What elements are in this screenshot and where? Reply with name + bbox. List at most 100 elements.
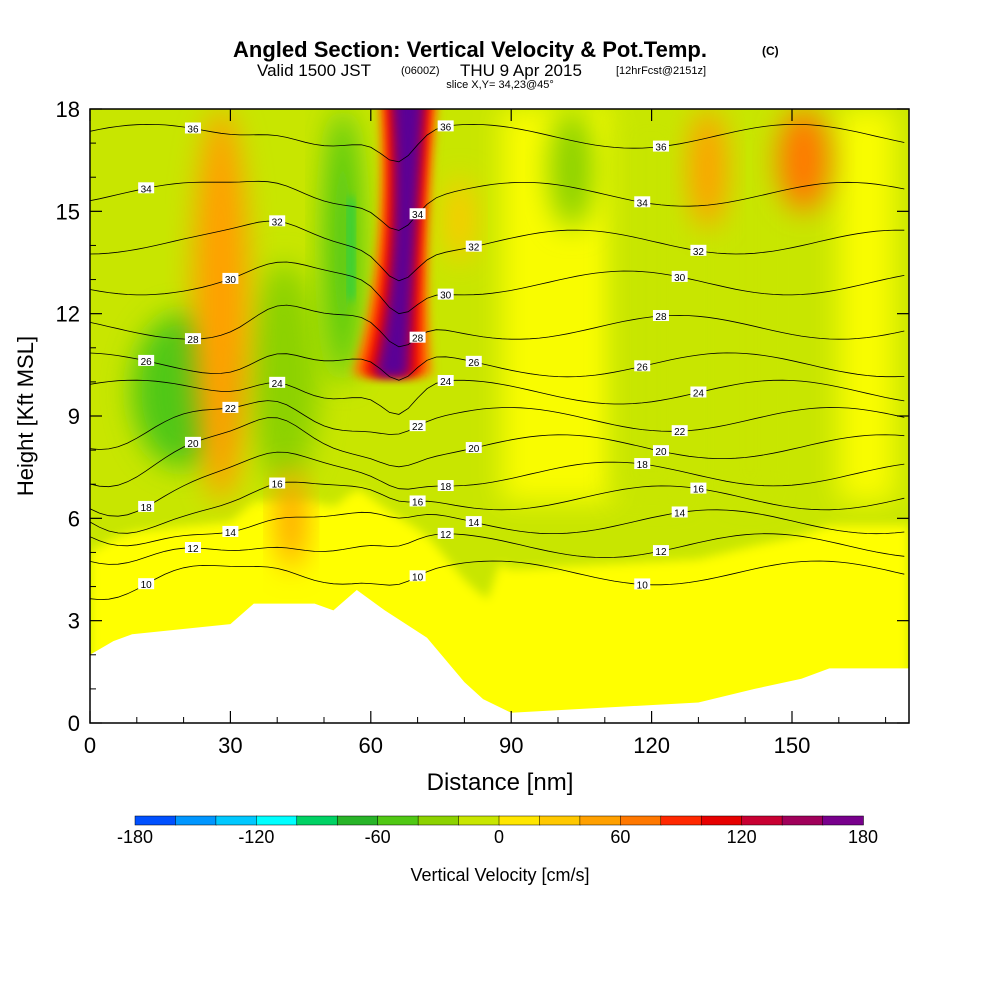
theta-label-28: 28 <box>409 331 426 345</box>
downdraft-zone-3 <box>548 109 596 229</box>
colorbar: -180 -120 -60 0 60 120 180 <box>117 815 878 847</box>
subtitle-valid: Valid 1500 JST <box>257 61 371 80</box>
theta-label-22: 22 <box>409 420 426 433</box>
theta-label-text: 32 <box>468 243 480 254</box>
theta-label-text: 24 <box>693 388 705 399</box>
x-tick-label: 90 <box>499 733 523 758</box>
theta-label-text: 24 <box>272 379 284 390</box>
theta-label-20: 20 <box>652 445 669 458</box>
theta-contour-16 <box>90 481 905 534</box>
colorbar-swatch <box>377 815 419 826</box>
plot-area: 10 10 10 12 12 12 14 14 14 16 16 16 18 18 18 20 20 20 22 22… <box>90 109 909 723</box>
theta-label-text: 36 <box>440 122 452 133</box>
theta-label-28: 28 <box>184 333 201 346</box>
colorbar-swatch <box>215 815 258 826</box>
y-tick-label: 12 <box>56 302 80 327</box>
downdraft-streak <box>348 197 354 301</box>
theta-label-text: 22 <box>674 427 686 438</box>
colorbar-tick-label: 0 <box>494 827 504 847</box>
colorbar-swatch <box>296 815 338 826</box>
theta-label-text: 34 <box>637 198 649 209</box>
theta-label-text: 16 <box>412 497 424 508</box>
theta-label-text: 32 <box>693 247 705 258</box>
theta-label-30: 30 <box>671 270 688 284</box>
theta-label-text: 20 <box>468 444 480 455</box>
x-tick-label: 120 <box>633 733 670 758</box>
theta-label-34: 34 <box>138 182 155 195</box>
subtitle-forecast: [12hrFcst@2151z] <box>616 65 706 77</box>
theta-label-text: 22 <box>412 422 424 433</box>
y-tick-label: 0 <box>68 711 80 736</box>
x-tick-label: 30 <box>218 733 242 758</box>
slice-info: slice X,Y= 34,23@45° <box>446 79 554 91</box>
theta-label-18: 18 <box>437 480 454 493</box>
theta-label-32: 32 <box>269 215 286 228</box>
upper-band-1 <box>614 109 690 502</box>
theta-label-text: 14 <box>468 518 480 529</box>
theta-label-text: 28 <box>187 335 199 346</box>
theta-label-14: 14 <box>671 506 688 519</box>
theta-label-text: 30 <box>225 275 237 286</box>
updraft-zone-4 <box>777 109 830 212</box>
theta-label-14: 14 <box>222 525 239 539</box>
theta-contour-26 <box>90 352 905 381</box>
theta-label-text: 14 <box>674 508 686 519</box>
theta-label-text: 22 <box>225 404 237 415</box>
colorbar-swatch <box>175 815 217 826</box>
theta-label-36: 36 <box>184 122 201 135</box>
theta-label-30: 30 <box>437 288 454 302</box>
theta-label-12: 12 <box>652 545 669 558</box>
theta-contours: 10 10 10 12 12 12 14 14 14 16 16 16 18 18 18 20 20 20 22 22… <box>90 120 905 601</box>
theta-label-text: 14 <box>225 528 237 539</box>
theta-contour-10 <box>90 560 905 601</box>
theta-label-24: 24 <box>437 374 454 388</box>
theta-label-text: 16 <box>693 485 705 496</box>
theta-label-text: 18 <box>440 482 452 493</box>
colorbar-swatch <box>256 815 298 826</box>
theta-label-36: 36 <box>437 120 454 133</box>
chart-title: Angled Section: Vertical Velocity & Pot.… <box>233 37 707 62</box>
upper-band-2 <box>726 109 774 502</box>
theta-label-text: 32 <box>272 217 284 228</box>
theta-label-36: 36 <box>652 140 669 154</box>
theta-label-18: 18 <box>634 458 651 471</box>
theta-label-24: 24 <box>690 386 707 399</box>
theta-label-text: 34 <box>412 210 424 221</box>
theta-label-22: 22 <box>671 425 688 438</box>
theta-label-text: 34 <box>141 184 153 195</box>
colorbar-tick-label: 180 <box>848 827 878 847</box>
theta-label-text: 36 <box>187 124 199 135</box>
theta-label-14: 14 <box>465 516 482 529</box>
theta-label-30: 30 <box>222 272 239 286</box>
upper-band-3 <box>838 109 895 502</box>
subtitle-zulu: (0600Z) <box>401 65 440 77</box>
theta-label-text: 10 <box>637 580 649 591</box>
theta-label-text: 28 <box>412 334 424 345</box>
colorbar-swatch <box>741 815 783 826</box>
subtitle-date: THU 9 Apr 2015 <box>460 61 582 80</box>
colorbar-swatch <box>539 815 581 826</box>
theta-label-text: 12 <box>440 530 452 541</box>
theta-label-18: 18 <box>138 500 155 514</box>
colorbar-swatch <box>417 815 460 826</box>
theta-label-28: 28 <box>652 310 669 323</box>
colorbar-tick-label: 120 <box>727 827 757 847</box>
theta-label-16: 16 <box>269 477 286 491</box>
x-tick-label: 60 <box>359 733 383 758</box>
theta-label-26: 26 <box>138 354 155 368</box>
colorbar-label: Vertical Velocity [cm/s] <box>410 865 589 885</box>
colorbar-swatch <box>660 815 702 826</box>
y-tick-label: 3 <box>68 609 80 634</box>
theta-label-text: 16 <box>272 480 284 491</box>
y-tick-label: 15 <box>56 199 80 224</box>
theta-contour-36 <box>90 123 905 163</box>
theta-label-text: 12 <box>187 544 199 555</box>
updraft-zone-1 <box>277 467 306 570</box>
theta-label-16: 16 <box>409 495 426 508</box>
theta-label-34: 34 <box>634 196 651 209</box>
downdraft-zone-1 <box>249 262 320 485</box>
colorbar-swatch <box>134 815 177 826</box>
y-tick-label: 18 <box>56 97 80 122</box>
